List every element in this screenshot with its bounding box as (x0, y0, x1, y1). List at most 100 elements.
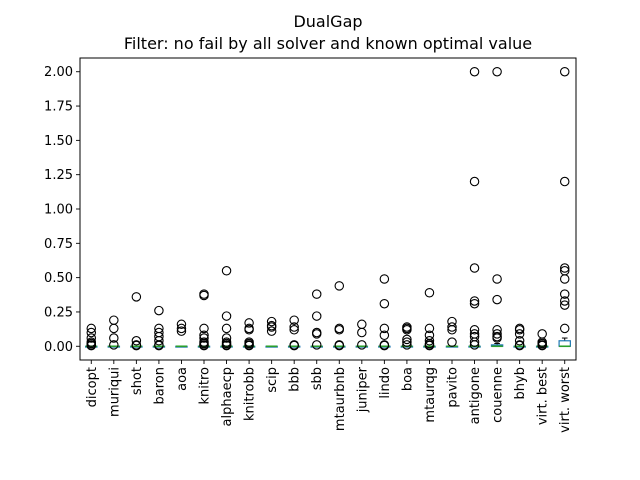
outlier-point (424, 287, 435, 298)
x-tick-label: antigone (468, 367, 483, 424)
box-bbb (287, 315, 301, 351)
chart-subtitle: Filter: no fail by all solver and known … (124, 34, 532, 53)
outlier-point (311, 340, 322, 350)
outlier-point (492, 329, 502, 339)
y-tick-label: 0.50 (44, 271, 73, 286)
x-tick-label: virt. worst (558, 367, 573, 433)
x-tick-label: mtaurbnb (333, 367, 348, 431)
box-aoa (175, 319, 188, 348)
outlier-point (109, 323, 119, 334)
outlier-point (469, 296, 480, 306)
y-tick-label: 1.00 (44, 203, 73, 218)
outlier-point (469, 263, 480, 273)
outlier-point (221, 266, 232, 276)
outlier-point (559, 176, 570, 187)
outlier-point (357, 340, 367, 350)
outlier-point (131, 336, 142, 346)
x-tick-label: sbb (310, 367, 325, 390)
outlier-point (131, 340, 142, 351)
box-scip (265, 316, 278, 348)
outlier-point (559, 300, 570, 310)
outlier-point (221, 340, 232, 351)
outlier-point (154, 305, 164, 316)
outlier-point (221, 323, 232, 334)
x-tick-label: bhyb (513, 367, 528, 399)
outlier-point (357, 327, 367, 338)
outlier-point (469, 176, 480, 187)
y-tick-label: 1.50 (44, 134, 73, 149)
outlier-point (244, 340, 254, 351)
outlier-point (492, 66, 502, 77)
outlier-point (537, 329, 547, 339)
x-tick-label: shot (130, 367, 145, 395)
outlier-point (447, 337, 457, 347)
x-tick-label: muriqui (107, 367, 122, 417)
box-couenne (490, 66, 504, 348)
outlier-point (559, 274, 570, 284)
box-dicopt (85, 323, 98, 351)
outlier-point (514, 336, 525, 346)
outlier-point (469, 340, 480, 350)
outlier-point (559, 323, 570, 334)
box-muriqui (107, 315, 121, 350)
outlier-point (514, 325, 525, 335)
outlier-point (492, 294, 502, 305)
outlier-point (469, 298, 480, 309)
x-tick-label: aoa (175, 367, 190, 391)
box-lindo (378, 274, 391, 351)
outlier-point (379, 298, 390, 309)
outlier-point (379, 330, 390, 341)
outlier-point (379, 274, 390, 284)
y-tick-label: 0.75 (44, 237, 73, 252)
outlier-point (131, 292, 142, 302)
outlier-point (266, 326, 277, 336)
box-knitro (197, 289, 211, 351)
outlier-point (289, 315, 299, 325)
plot-area (79, 57, 577, 361)
outlier-point (311, 311, 322, 321)
outlier-point (537, 340, 547, 351)
x-tick-label: pavito (446, 367, 461, 408)
outlier-point (109, 340, 119, 350)
outlier-point (424, 340, 435, 351)
outlier-point (334, 325, 345, 335)
box-iqr (558, 340, 571, 347)
outlier-point (514, 329, 525, 339)
outlier-point (514, 340, 525, 351)
outlier-point (492, 333, 502, 343)
outlier-point (402, 325, 412, 335)
outlier-point (199, 323, 209, 334)
x-tick-label: bbb (288, 367, 303, 392)
outlier-point (469, 66, 480, 77)
outlier-point (334, 340, 345, 351)
outlier-point (559, 289, 570, 299)
box-alphaecp (220, 266, 233, 351)
box-bhyb (513, 323, 526, 351)
outlier-point (447, 325, 457, 335)
x-tick-label: boa (400, 367, 415, 391)
x-tick-label: virt. best (536, 367, 551, 425)
box-sbb (310, 289, 323, 350)
outlier-point (311, 289, 322, 299)
outlier-point (334, 281, 345, 291)
box-mtaurqg (423, 287, 436, 351)
x-tick-label: lindo (378, 367, 393, 399)
y-axis: 0.00 0.25 0.50 0.75 1.00 1.25 1.50 1.75 2.00 (44, 65, 80, 355)
y-tick-label: 0.00 (44, 340, 73, 355)
box-shot (130, 292, 143, 351)
box-juniper (355, 319, 369, 350)
x-tick-label: knitro (198, 367, 213, 405)
outlier-point (469, 325, 480, 335)
box-baron (152, 305, 166, 351)
box-knitrobb (242, 318, 256, 351)
box-virt-worst (558, 66, 571, 348)
outlier-point (176, 326, 187, 336)
axes-frame (79, 57, 577, 361)
outlier-point (176, 319, 187, 330)
outlier-point (469, 337, 480, 347)
outlier-point (357, 319, 367, 330)
outlier-point (176, 323, 187, 334)
outlier-point (311, 329, 322, 339)
outlier-point (402, 334, 412, 345)
outlier-point (492, 274, 502, 284)
